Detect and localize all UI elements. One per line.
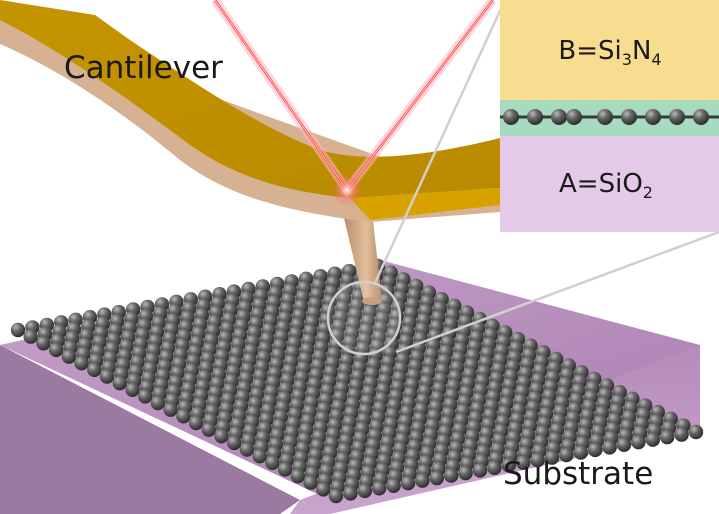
chain-bead — [693, 109, 709, 125]
atom — [415, 473, 430, 488]
atom — [214, 429, 229, 444]
atom — [49, 342, 64, 358]
atom — [372, 481, 387, 496]
substrate-label: Substrate — [503, 456, 653, 492]
atom — [328, 488, 344, 504]
cantilever-label: Cantilever — [64, 50, 223, 86]
zoom-line-lower — [395, 230, 719, 354]
atom — [125, 382, 140, 397]
atom — [61, 349, 77, 364]
atom — [23, 329, 38, 344]
atom — [163, 402, 178, 417]
atom — [138, 389, 153, 404]
atom — [400, 476, 416, 491]
atom — [252, 449, 267, 464]
inset-bottom-label: A=SiO2 — [559, 169, 653, 202]
atom — [458, 465, 473, 481]
zoom-circle — [326, 280, 402, 356]
atom — [530, 453, 545, 468]
atom — [674, 427, 689, 442]
atom — [10, 322, 26, 338]
atom — [74, 356, 89, 371]
inset-bottom-layer — [500, 136, 719, 232]
zoom-indicator — [326, 0, 719, 356]
atom — [112, 375, 128, 391]
chain-bead — [597, 109, 613, 125]
atom — [227, 435, 242, 451]
cantilever — [0, 0, 500, 222]
atom — [444, 468, 459, 483]
atom — [588, 442, 603, 458]
zoom-line-upper — [372, 0, 507, 286]
chain-bead — [551, 109, 567, 125]
chain-bead — [621, 109, 637, 125]
atom — [87, 362, 102, 377]
atom — [343, 486, 358, 501]
tip-pyramid — [343, 212, 382, 302]
atom — [631, 435, 646, 450]
atom — [239, 442, 255, 457]
atom — [36, 336, 51, 351]
atom — [150, 395, 166, 411]
atom — [544, 450, 560, 465]
laser-spot — [331, 174, 363, 206]
atom — [559, 447, 574, 463]
atom — [386, 478, 401, 493]
atom — [688, 424, 704, 440]
tip-apex — [362, 297, 382, 305]
atom — [201, 422, 216, 437]
atom — [472, 463, 488, 478]
cantilever-end-face — [350, 188, 500, 220]
chain-bead — [645, 109, 661, 125]
substrate-left-face — [0, 345, 300, 514]
atom — [516, 455, 531, 470]
atom — [645, 432, 660, 447]
atom — [303, 475, 318, 490]
atom — [660, 429, 675, 445]
atom — [602, 440, 617, 455]
atom — [501, 458, 516, 473]
atom — [487, 460, 502, 475]
inset-top-label: B=Si3N4 — [558, 36, 661, 69]
atom — [616, 437, 632, 452]
atom — [265, 455, 280, 470]
cantilever-top-surface — [0, 0, 500, 198]
chain-bead — [566, 109, 582, 125]
afm-tip — [343, 212, 382, 305]
atom — [99, 369, 115, 384]
atom — [188, 415, 204, 431]
atom-lattice — [10, 258, 704, 504]
chain-bead — [503, 109, 519, 125]
atom — [357, 483, 372, 499]
chain-bead — [669, 109, 685, 125]
atom — [429, 470, 444, 486]
atom — [290, 468, 305, 484]
inset-chain — [503, 109, 709, 125]
laser-beam — [211, 0, 497, 206]
atom — [176, 409, 191, 424]
atom — [316, 482, 331, 497]
chain-bead — [527, 109, 543, 125]
atom — [573, 445, 588, 460]
material-inset: B=Si3N4 A=SiO2 — [500, 0, 719, 232]
atom — [277, 462, 293, 477]
inset-top-layer — [500, 0, 719, 100]
